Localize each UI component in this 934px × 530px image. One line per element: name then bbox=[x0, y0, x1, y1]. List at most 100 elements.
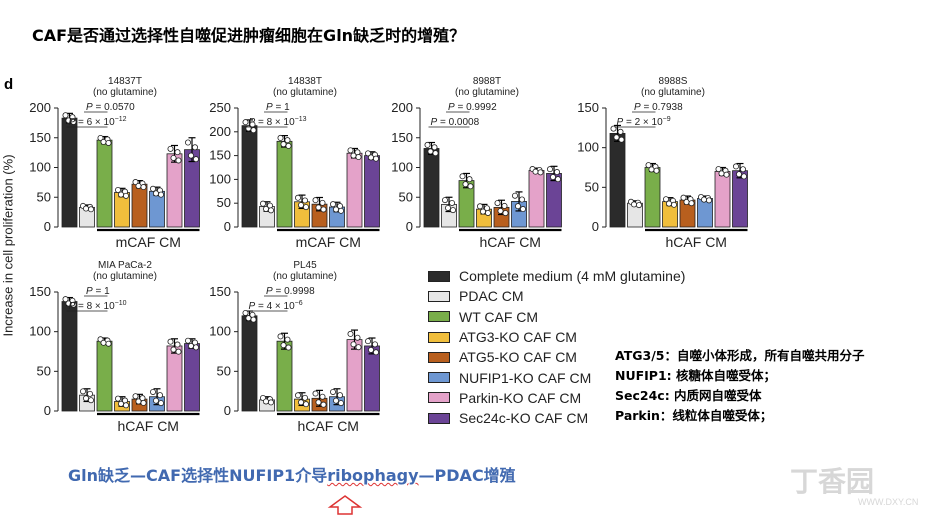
data-point bbox=[320, 401, 327, 408]
conclusion-part: —PDAC增殖 bbox=[418, 466, 516, 485]
data-point bbox=[150, 388, 157, 395]
data-point bbox=[466, 176, 473, 183]
bar bbox=[423, 148, 440, 228]
data-point bbox=[432, 150, 439, 157]
data-point bbox=[631, 201, 638, 208]
data-point bbox=[242, 119, 249, 126]
data-point bbox=[140, 399, 147, 406]
bar bbox=[96, 139, 113, 228]
data-point bbox=[715, 166, 722, 173]
data-point bbox=[653, 167, 660, 174]
watermark-url: WWW.DXY.CN bbox=[858, 497, 919, 507]
data-point bbox=[666, 200, 673, 207]
chart-subtitle: (no glutamine) bbox=[641, 87, 705, 98]
chart-8988T: 8988T(no glutamine) 0 50 100 150 200 P = 0.999… bbox=[391, 76, 562, 250]
legend-label: NUFIP1-KO CAF CM bbox=[459, 369, 592, 386]
data-point bbox=[157, 191, 164, 198]
legend-swatch bbox=[428, 311, 450, 323]
chart-title: 14837T bbox=[108, 76, 142, 87]
bar bbox=[644, 167, 661, 228]
data-point bbox=[319, 393, 326, 400]
data-point bbox=[187, 342, 194, 349]
data-point bbox=[184, 337, 191, 344]
legend-item: ATG3-KO CAF CM bbox=[428, 327, 685, 347]
data-point bbox=[153, 190, 160, 197]
data-point bbox=[424, 141, 431, 148]
data-point bbox=[153, 397, 160, 404]
data-point bbox=[97, 134, 104, 141]
bar bbox=[364, 155, 380, 228]
bar bbox=[276, 140, 293, 228]
data-point bbox=[285, 344, 292, 351]
data-point bbox=[135, 398, 142, 405]
chart-title: 14838T bbox=[288, 76, 322, 87]
data-point bbox=[83, 205, 90, 212]
data-point bbox=[442, 197, 449, 204]
data-point bbox=[462, 181, 469, 188]
bar bbox=[732, 170, 748, 228]
data-point bbox=[132, 179, 139, 186]
data-point bbox=[701, 196, 708, 203]
data-point bbox=[740, 173, 747, 180]
p-value-label: P = 8 × 10−13 bbox=[249, 116, 307, 128]
y-tick-label: 0 bbox=[224, 403, 231, 418]
data-point bbox=[337, 392, 344, 399]
data-point bbox=[62, 112, 69, 119]
bar bbox=[346, 152, 363, 228]
data-point bbox=[295, 194, 302, 201]
data-point bbox=[312, 197, 319, 204]
p-value-label: P = 0.0008 bbox=[431, 117, 480, 128]
data-point bbox=[330, 201, 337, 208]
data-point bbox=[303, 204, 310, 211]
data-point bbox=[105, 340, 112, 347]
chart-8988S: 8988S(no glutamine) 0 50 100 150 P = 0.7938 P … bbox=[577, 76, 748, 250]
bar bbox=[166, 153, 183, 228]
chart-14837T: 14837T(no glutamine) 0 50 100 150 200 P = 0.05… bbox=[29, 76, 200, 250]
y-tick-label: 50 bbox=[585, 179, 599, 194]
chart-pl45: PL45(no glutamine) 0 50 100 150 P = 0.9998 P =… bbox=[209, 260, 380, 434]
watermark-logo: 丁香园 bbox=[790, 465, 875, 498]
chart-14838T: 14838T(no glutamine) 0 50 100 150 200 250 P = 1… bbox=[209, 76, 380, 250]
group-label: mCAF CM bbox=[116, 234, 181, 250]
data-point bbox=[367, 346, 374, 353]
data-point bbox=[549, 174, 556, 181]
bar bbox=[609, 132, 626, 228]
data-point bbox=[284, 137, 291, 144]
data-point bbox=[519, 196, 526, 203]
chart-subtitle: (no glutamine) bbox=[455, 87, 519, 98]
data-point bbox=[295, 392, 302, 399]
data-point bbox=[519, 206, 526, 213]
conclusion-part: Gln缺乏—CAF选择性NUFIP1介导 bbox=[68, 466, 328, 485]
note-line: NUFIP1: 核糖体自噬受体； bbox=[615, 368, 777, 383]
data-point bbox=[184, 139, 191, 146]
data-point bbox=[174, 149, 181, 156]
data-point bbox=[285, 142, 292, 149]
bar bbox=[241, 315, 258, 412]
data-point bbox=[364, 338, 371, 345]
bar bbox=[166, 345, 183, 412]
data-point bbox=[532, 168, 539, 175]
y-tick-label: 0 bbox=[224, 219, 231, 234]
data-point bbox=[150, 185, 157, 192]
legend-swatch bbox=[428, 392, 450, 404]
data-point bbox=[88, 206, 95, 213]
y-tick-label: 150 bbox=[209, 148, 231, 163]
p-value-label: P = 0.9998 bbox=[266, 286, 315, 297]
y-tick-label: 100 bbox=[29, 324, 51, 339]
p-value-label: P = 0.9992 bbox=[448, 102, 497, 113]
data-point bbox=[260, 200, 267, 207]
data-point bbox=[480, 208, 487, 215]
data-point bbox=[636, 202, 643, 209]
chart-title: MIA PaCa-2 bbox=[98, 260, 152, 271]
data-point bbox=[372, 155, 379, 162]
chart-mia-paca-2: MIA PaCa-2(no glutamine) 0 50 100 150 P = 1 P … bbox=[29, 260, 200, 434]
data-point bbox=[302, 197, 309, 204]
legend-swatch bbox=[428, 412, 450, 424]
data-point bbox=[648, 166, 655, 173]
group-label: hCAF CM bbox=[480, 234, 541, 250]
legend-item: Sec24c-KO CAF CM bbox=[428, 408, 685, 428]
data-point bbox=[132, 393, 139, 400]
data-point bbox=[683, 199, 690, 206]
data-point bbox=[354, 334, 361, 341]
data-point bbox=[100, 339, 107, 346]
